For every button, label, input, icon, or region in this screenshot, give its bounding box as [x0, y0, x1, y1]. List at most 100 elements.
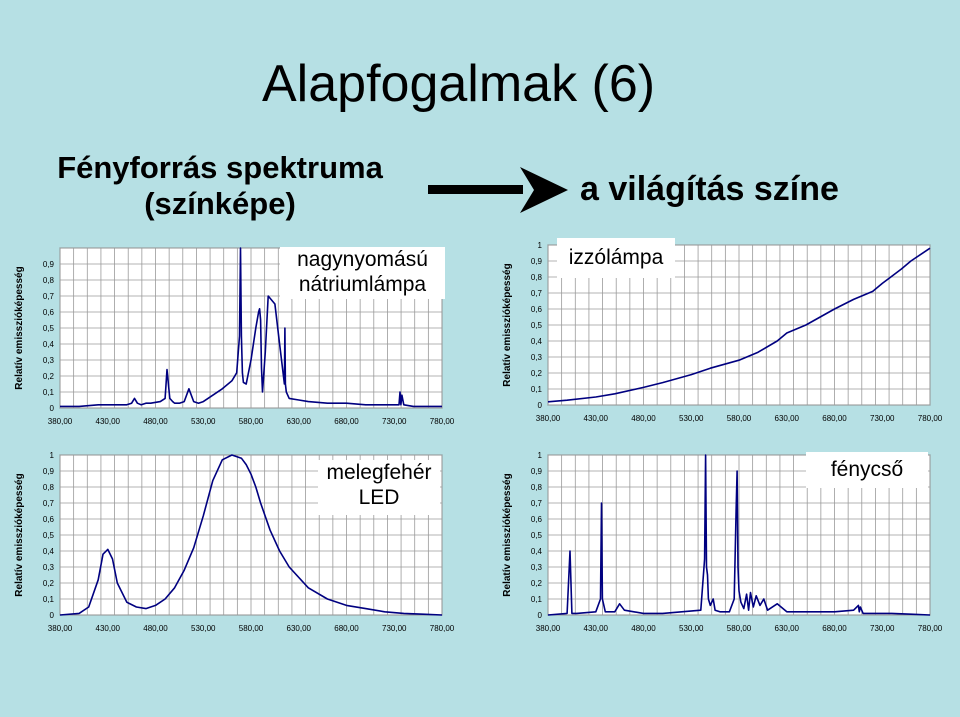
x-tick-label: 730,00 [382, 417, 407, 426]
x-tick-label: 530,00 [679, 624, 704, 633]
y-tick-label: 0,9 [43, 467, 55, 476]
series-line [59, 454, 443, 616]
x-tick-label: 730,00 [382, 624, 407, 633]
x-tick-label: 780,00 [918, 624, 943, 633]
y-tick-label: 0,2 [43, 579, 55, 588]
y-axis-label: Relatív emisszióképesség [502, 263, 513, 386]
x-tick-label: 430,00 [96, 417, 121, 426]
y-tick-label: 0,7 [43, 292, 55, 301]
series-line [547, 247, 931, 403]
y-tick-label: 0 [538, 401, 543, 410]
x-tick-label: 680,00 [334, 417, 359, 426]
x-tick-label: 380,00 [48, 624, 73, 633]
y-tick-label: 0,8 [43, 483, 55, 492]
y-tick-label: 0,3 [531, 353, 543, 362]
y-tick-label: 0,9 [531, 467, 543, 476]
x-tick-label: 480,00 [631, 624, 656, 633]
label-led-line-2: LED [358, 486, 400, 509]
y-tick-label: 0,6 [43, 515, 55, 524]
y-tick-label: 0 [538, 611, 543, 620]
y-tick-label: 0,6 [43, 308, 55, 317]
y-tick-label: 0,1 [531, 385, 543, 394]
x-tick-label: 580,00 [239, 417, 264, 426]
x-tick-label: 680,00 [334, 624, 359, 633]
y-tick-label: 0,4 [531, 337, 543, 346]
x-tick-label: 380,00 [48, 417, 73, 426]
label-fluorescent-lamp: fénycső [806, 452, 928, 488]
subtitle-line-2: (színképe) [144, 186, 296, 221]
label-sodium-line-2: nátriumlámpa [298, 273, 427, 296]
y-tick-label: 0,1 [43, 388, 55, 397]
y-tick-label: 0,5 [43, 324, 55, 333]
x-tick-label: 630,00 [775, 624, 800, 633]
y-tick-label: 0,6 [531, 305, 543, 314]
y-tick-label: 0,2 [531, 369, 543, 378]
x-tick-label: 680,00 [822, 414, 847, 423]
x-tick-label: 580,00 [727, 414, 752, 423]
y-tick-label: 0,5 [43, 531, 55, 540]
series-line [547, 454, 931, 616]
x-tick-label: 580,00 [727, 624, 752, 633]
y-axis-label: Relatív emisszióképesség [14, 473, 25, 596]
x-tick-label: 630,00 [287, 417, 312, 426]
x-tick-label: 530,00 [191, 624, 216, 633]
x-tick-label: 630,00 [287, 624, 312, 633]
subtitle-line-1: Fényforrás spektruma [57, 150, 383, 185]
y-tick-label: 0 [50, 611, 55, 620]
y-tick-label: 0,1 [43, 595, 55, 604]
x-tick-label: 780,00 [918, 414, 943, 423]
y-tick-label: 1 [538, 241, 543, 250]
x-tick-label: 630,00 [775, 414, 800, 423]
label-fluorescent-line-1: fénycső [830, 458, 904, 481]
x-tick-label: 530,00 [191, 417, 216, 426]
label-sodium-lamp: nagynyomású nátriumlámpa [280, 247, 445, 299]
arrow-right-icon [428, 167, 568, 213]
subtitle: Fényforrás spektruma (színképe) [20, 150, 420, 222]
y-tick-label: 0,8 [43, 276, 55, 285]
y-tick-label: 0,7 [43, 499, 55, 508]
y-tick-label: 0,3 [43, 356, 55, 365]
y-axis-label: Relatív emisszióképesség [14, 266, 25, 389]
y-tick-label: 0,9 [43, 260, 55, 269]
x-tick-label: 680,00 [822, 624, 847, 633]
label-led-line-1: melegfehér [326, 461, 432, 484]
y-tick-label: 0,7 [531, 289, 543, 298]
y-tick-label: 0,2 [531, 579, 543, 588]
y-axis-label: Relatív emisszióképesség [502, 473, 513, 596]
x-tick-label: 480,00 [143, 624, 168, 633]
x-tick-label: 430,00 [96, 624, 121, 633]
y-tick-label: 0,5 [531, 531, 543, 540]
x-tick-label: 780,00 [430, 624, 455, 633]
label-incandescent-line-1: izzólámpa [568, 246, 664, 269]
y-tick-label: 0 [50, 404, 55, 413]
x-tick-label: 480,00 [631, 414, 656, 423]
y-tick-label: 0,9 [531, 257, 543, 266]
y-tick-label: 0,4 [43, 340, 55, 349]
y-tick-label: 0,8 [531, 483, 543, 492]
x-tick-label: 580,00 [239, 624, 264, 633]
x-tick-label: 530,00 [679, 414, 704, 423]
y-tick-label: 0,3 [531, 563, 543, 572]
y-tick-label: 0,5 [531, 321, 543, 330]
y-tick-label: 0,1 [531, 595, 543, 604]
y-tick-label: 0,8 [531, 273, 543, 282]
page-title: Alapfogalmak (6) [262, 55, 656, 113]
x-tick-label: 480,00 [143, 417, 168, 426]
x-tick-label: 430,00 [584, 414, 609, 423]
y-tick-label: 0,4 [43, 547, 55, 556]
label-incandescent-lamp: izzólámpa [557, 238, 675, 278]
label-warm-white-led: melegfehér LED [318, 460, 440, 515]
x-tick-label: 780,00 [430, 417, 455, 426]
x-tick-label: 730,00 [870, 414, 895, 423]
label-sodium-line-1: nagynyomású [297, 248, 428, 271]
y-tick-label: 0,3 [43, 563, 55, 572]
y-tick-label: 0,7 [531, 499, 543, 508]
x-tick-label: 730,00 [870, 624, 895, 633]
y-tick-label: 0,6 [531, 515, 543, 524]
y-tick-label: 0,2 [43, 372, 55, 381]
y-tick-label: 0,4 [531, 547, 543, 556]
x-tick-label: 430,00 [584, 624, 609, 633]
y-tick-label: 1 [50, 451, 55, 460]
x-tick-label: 380,00 [536, 624, 561, 633]
x-tick-label: 380,00 [536, 414, 561, 423]
